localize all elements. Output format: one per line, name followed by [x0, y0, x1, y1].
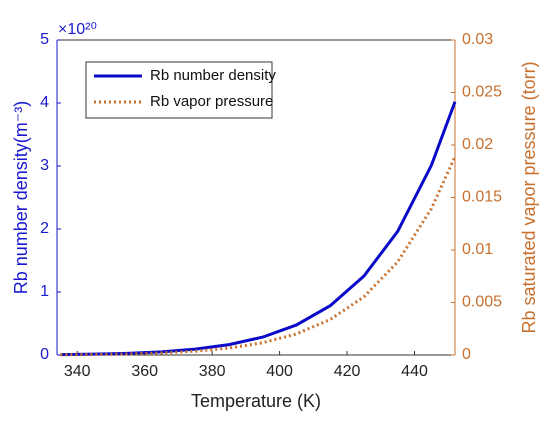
data-line [60, 101, 457, 357]
data-line [60, 155, 457, 357]
y2-tick-label: 0.01 [462, 241, 493, 258]
y-multiplier: ×10²⁰ [58, 21, 97, 38]
y-tick-label: 2 [40, 220, 49, 237]
x-tick-label: 400 [266, 363, 293, 380]
y-tick-label: 1 [40, 283, 49, 300]
y2-axis-label: Rb saturated vapor pressure (torr) [519, 61, 539, 333]
y2-tick-label: 0.005 [462, 294, 502, 311]
x-tick-label: 360 [131, 363, 158, 380]
y-tick-label: 5 [40, 31, 49, 48]
y2-tick-label: 0.015 [462, 189, 502, 206]
y2-tick-label: 0.03 [462, 31, 493, 48]
y-tick-label: 3 [40, 157, 49, 174]
x-tick-label: 440 [401, 363, 428, 380]
legend-label: Rb number density [150, 67, 276, 84]
x-tick-label: 420 [334, 363, 361, 380]
x-tick-label: 380 [199, 363, 226, 380]
y2-tick-label: 0 [462, 346, 471, 363]
y-tick-label: 4 [40, 94, 49, 111]
legend-box [85, 61, 273, 119]
y-axis-label: Rb number density(m⁻³) [11, 101, 31, 295]
x-axis-label: Temperature (K) [191, 391, 321, 411]
legend-label: Rb vapor pressure [150, 93, 273, 110]
y2-tick-label: 0.02 [462, 136, 493, 153]
y2-tick-label: 0.025 [462, 84, 502, 101]
y-tick-label: 0 [40, 346, 49, 363]
x-tick-label: 340 [64, 363, 91, 380]
